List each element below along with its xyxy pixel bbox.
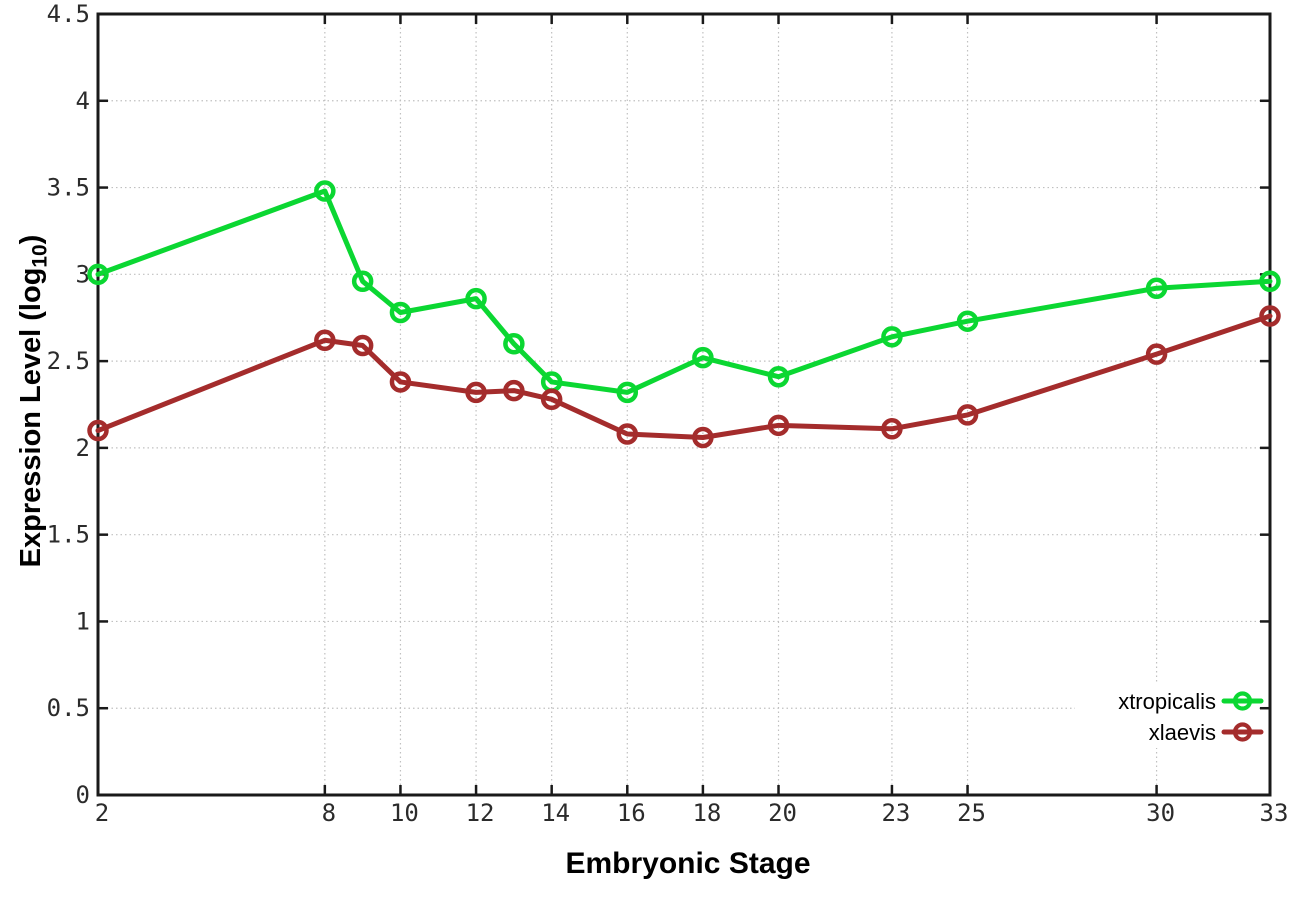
data-point-xlaevis: [465, 381, 487, 404]
data-point-xtropicalis: [767, 365, 790, 388]
data-point-xlaevis: [503, 379, 525, 402]
x-axis-label: Embryonic Stage: [565, 847, 811, 880]
data-point-xlaevis: [389, 371, 412, 393]
x-tick-label: 10: [390, 799, 419, 827]
x-tick-label: 33: [1260, 799, 1289, 827]
data-point-xlaevis: [314, 329, 336, 352]
data-point-xlaevis: [1145, 343, 1168, 365]
x-tick-label: 16: [617, 799, 646, 827]
y-tick-label: 3.5: [47, 174, 90, 202]
data-point-xtropicalis: [692, 346, 714, 369]
y-tick-label: 2: [76, 434, 90, 462]
y-tick-label: 3: [76, 260, 90, 288]
x-tick-label: 2: [95, 799, 109, 827]
data-point-xlaevis: [351, 334, 374, 357]
y-tick-label: 1.5: [47, 521, 90, 549]
data-point-xlaevis: [881, 418, 903, 440]
data-point-xlaevis: [1259, 305, 1281, 327]
y-tick-label: 0.5: [47, 694, 90, 722]
y-axis-label-text: Expression Level (log: [15, 267, 47, 568]
x-tick-label: 14: [541, 799, 570, 827]
x-tick-label: 23: [881, 799, 910, 827]
y-tick-label: 2.5: [47, 347, 90, 375]
data-point-xlaevis: [540, 388, 563, 411]
data-point-xlaevis: [616, 423, 639, 445]
y-tick-label: 0: [76, 781, 90, 809]
data-point-xtropicalis: [87, 263, 109, 286]
x-tick-label: 25: [957, 799, 986, 827]
data-point-xtropicalis: [503, 333, 525, 355]
y-axis-label-suffix: ): [15, 234, 47, 245]
data-point-xlaevis: [692, 426, 714, 449]
x-tick-label: 18: [692, 799, 721, 827]
data-point-xtropicalis: [616, 381, 639, 404]
legend-box: [1075, 682, 1259, 748]
y-tick-label: 4: [76, 87, 90, 115]
data-point-xlaevis: [767, 414, 790, 437]
x-tick-label: 20: [768, 799, 797, 827]
data-point-xtropicalis: [351, 270, 374, 293]
legend-sample-marker-xtropicalis: [1232, 691, 1253, 711]
x-tick-label: 30: [1146, 799, 1175, 827]
x-tick-label: 8: [322, 799, 336, 827]
y-axis-label-subscript: 10: [28, 244, 52, 268]
series-line-xlaevis: [95, 313, 1273, 440]
y-axis-label: Expression Level (log10): [11, 1, 51, 801]
y-tick-label: 1: [76, 607, 90, 635]
data-point-xtropicalis: [314, 180, 336, 202]
plot-border: [96, 12, 1272, 797]
legend-sample-marker-xlaevis: [1232, 722, 1253, 742]
y-tick-label: 4.5: [47, 0, 90, 28]
data-point-xtropicalis: [956, 310, 979, 332]
legend-label-xlaevis: xlaevis: [1149, 720, 1216, 745]
legend-label-xtropicalis: xtropicalis: [1118, 689, 1216, 714]
x-tick-label: 12: [466, 799, 495, 827]
data-point-xtropicalis: [1145, 277, 1168, 299]
data-point-xtropicalis: [1259, 270, 1281, 293]
data-point-xlaevis: [956, 404, 979, 426]
data-point-xtropicalis: [389, 301, 412, 324]
data-point-xtropicalis: [881, 326, 903, 348]
data-point-xlaevis: [87, 419, 109, 442]
data-point-xtropicalis: [465, 287, 487, 310]
